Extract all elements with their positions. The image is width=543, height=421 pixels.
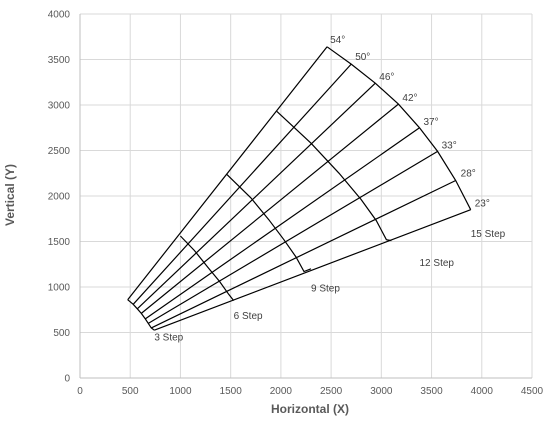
series-line bbox=[151, 179, 456, 329]
x-tick-label: 1500 bbox=[220, 386, 243, 397]
y-tick-label: 3500 bbox=[48, 55, 71, 66]
y-axis-title: Vertical (Y) bbox=[3, 164, 17, 226]
series-line bbox=[140, 103, 399, 314]
y-tick-label: 1500 bbox=[48, 237, 71, 248]
x-tick-label: 3000 bbox=[370, 386, 393, 397]
tick-labels: 0 500 1000 1500 2000 2500 3000 3500 4000 4500 0 500… bbox=[48, 10, 543, 398]
y-tick-label: 500 bbox=[53, 328, 70, 339]
angle-label: 28° bbox=[461, 169, 476, 180]
y-tick-label: 4000 bbox=[48, 10, 71, 21]
y-tick-label: 2500 bbox=[48, 146, 71, 157]
angle-label: 33° bbox=[442, 140, 457, 151]
x-tick-label: 0 bbox=[77, 386, 83, 397]
series-line bbox=[326, 46, 472, 210]
series-line bbox=[276, 110, 392, 242]
annotations: 54° 50° 46° 42° 37° 33° 28° 23° 3 Step 6 Step 9 St… bbox=[154, 35, 505, 344]
axes bbox=[79, 14, 532, 379]
angle-label: 54° bbox=[330, 35, 345, 46]
angle-label: 37° bbox=[424, 117, 439, 128]
y-tick-label: 3000 bbox=[48, 101, 71, 112]
step-label: 3 Step bbox=[154, 333, 183, 344]
angle-label: 42° bbox=[402, 93, 417, 104]
step-label: 9 Step bbox=[311, 284, 340, 295]
x-tick-label: 3500 bbox=[420, 386, 443, 397]
x-tick-label: 4000 bbox=[471, 386, 494, 397]
series-line bbox=[127, 299, 155, 331]
series-line bbox=[226, 173, 312, 273]
angle-label: 50° bbox=[355, 52, 370, 63]
series-group bbox=[127, 46, 472, 331]
series-line bbox=[154, 209, 471, 331]
x-tick-label: 2500 bbox=[320, 386, 343, 397]
x-axis-title: Horizontal (X) bbox=[271, 402, 349, 416]
series-line bbox=[127, 46, 328, 301]
x-tick-label: 2000 bbox=[270, 386, 293, 397]
series-line bbox=[147, 150, 438, 324]
step-label: 12 Step bbox=[420, 258, 455, 269]
step-label: 6 Step bbox=[234, 311, 263, 322]
x-tick-label: 4500 bbox=[521, 386, 543, 397]
angle-label: 23° bbox=[475, 199, 490, 210]
y-tick-label: 2000 bbox=[48, 192, 71, 203]
series-line bbox=[144, 127, 420, 320]
gridlines bbox=[80, 13, 533, 378]
y-tick-label: 1000 bbox=[48, 283, 71, 294]
series-line bbox=[179, 235, 235, 301]
x-tick-label: 1000 bbox=[169, 386, 192, 397]
y-tick-label: 0 bbox=[64, 374, 70, 385]
series-line bbox=[136, 82, 376, 310]
step-label: 15 Step bbox=[471, 229, 506, 240]
x-tick-label: 500 bbox=[122, 386, 139, 397]
angle-label: 46° bbox=[379, 72, 394, 83]
series-line bbox=[132, 63, 352, 305]
